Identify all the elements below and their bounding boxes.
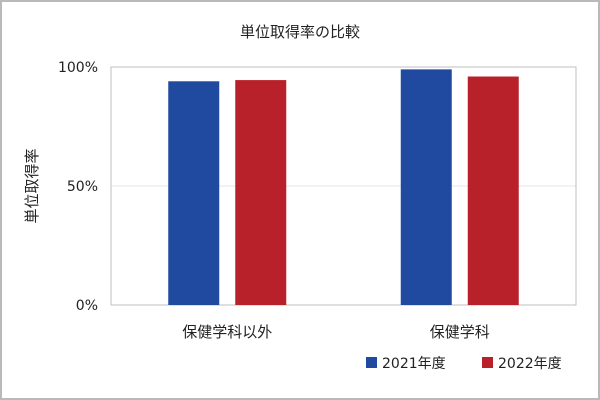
x-tick-label: 保健学科以外 bbox=[182, 323, 272, 341]
bar bbox=[235, 80, 287, 305]
legend-label: 2022年度 bbox=[498, 356, 562, 372]
legend-label: 2021年度 bbox=[382, 356, 446, 372]
bar bbox=[400, 69, 452, 305]
y-tick-label: 50% bbox=[67, 179, 98, 195]
x-tick-label: 保健学科 bbox=[430, 323, 490, 341]
y-axis: 0% 50% 100% bbox=[58, 60, 98, 314]
bars bbox=[168, 69, 519, 306]
legend-swatch bbox=[366, 357, 377, 368]
y-tick-label: 0% bbox=[76, 298, 98, 314]
chart-title: 単位取得率の比較 bbox=[240, 23, 360, 41]
legend-swatch bbox=[482, 357, 493, 368]
y-tick-label: 100% bbox=[58, 60, 98, 76]
legend: 2021年度 2022年度 bbox=[366, 356, 562, 372]
x-axis: 保健学科以外 保健学科 bbox=[182, 323, 490, 341]
bar bbox=[467, 76, 519, 306]
plot-area bbox=[110, 66, 577, 306]
y-axis-label: 単位取得率 bbox=[23, 148, 41, 223]
bar bbox=[168, 81, 220, 305]
